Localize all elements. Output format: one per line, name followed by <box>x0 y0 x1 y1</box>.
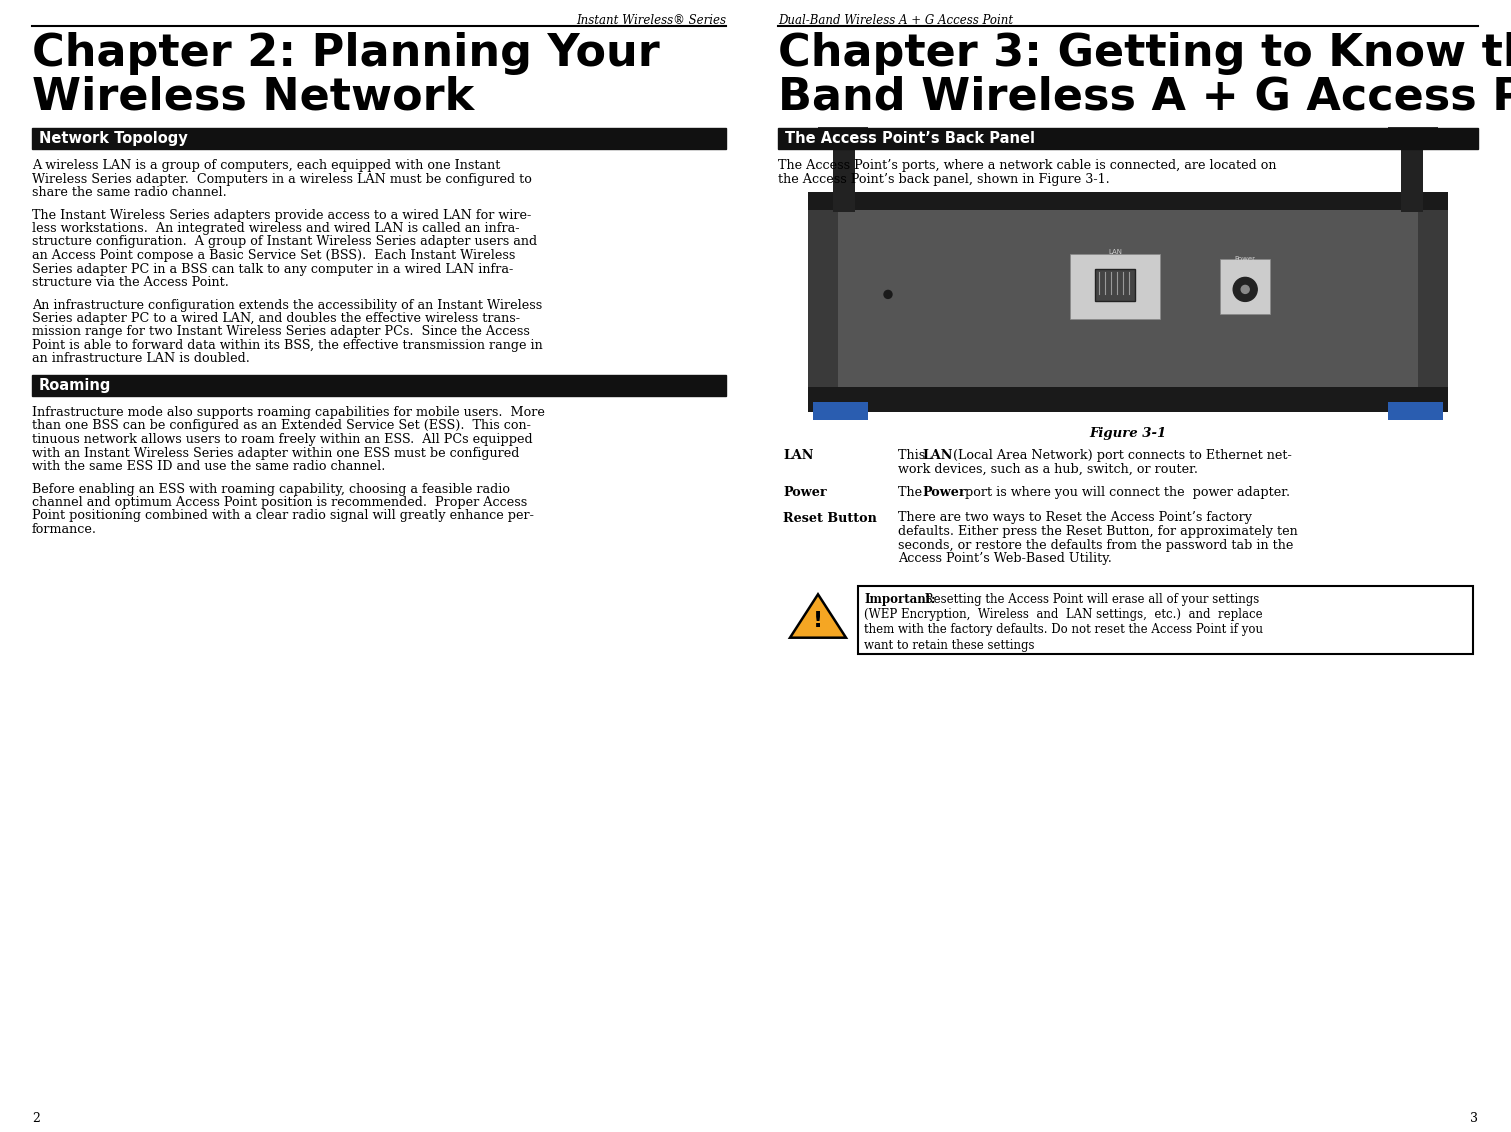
Bar <box>839 207 1417 397</box>
Bar <box>778 128 1478 149</box>
Text: structure via the Access Point.: structure via the Access Point. <box>32 276 228 289</box>
Text: Chapter 3: Getting to Know the Dual-: Chapter 3: Getting to Know the Dual- <box>778 32 1511 75</box>
Text: Important:: Important: <box>864 592 935 606</box>
Text: (Local Area Network) port connects to Ethernet net-: (Local Area Network) port connects to Et… <box>949 449 1292 462</box>
Bar <box>858 585 1473 653</box>
Text: seconds, or restore the defaults from the password tab in the: seconds, or restore the defaults from th… <box>898 539 1293 551</box>
Text: tinuous network allows users to roam freely within an ESS.  All PCs equipped: tinuous network allows users to roam fre… <box>32 434 532 446</box>
Bar <box>1095 269 1135 301</box>
Bar <box>833 132 855 212</box>
Text: an Access Point compose a Basic Service Set (BSS).  Each Instant Wireless: an Access Point compose a Basic Service … <box>32 249 515 261</box>
Text: them with the factory defaults. Do not reset the Access Point if you: them with the factory defaults. Do not r… <box>864 624 1263 636</box>
Text: Power: Power <box>1234 257 1256 263</box>
Bar <box>1221 259 1271 315</box>
Bar <box>32 375 725 396</box>
Text: than one BSS can be configured as an Extended Service Set (ESS).  This con-: than one BSS can be configured as an Ext… <box>32 420 530 432</box>
Text: Point is able to forward data within its BSS, the effective transmission range i: Point is able to forward data within its… <box>32 338 542 352</box>
Text: work devices, such as a hub, switch, or router.: work devices, such as a hub, switch, or … <box>898 463 1198 475</box>
Text: The Access Point’s ports, where a network cable is connected, are located on: The Access Point’s ports, where a networ… <box>778 158 1277 172</box>
Bar <box>808 192 1448 211</box>
Circle shape <box>1241 285 1250 293</box>
Bar <box>808 387 1448 412</box>
Bar <box>1389 127 1438 142</box>
Text: LAN: LAN <box>922 449 952 462</box>
Text: Power: Power <box>922 486 966 499</box>
Text: Before enabling an ESS with roaming capability, choosing a feasible radio: Before enabling an ESS with roaming capa… <box>32 482 511 496</box>
Text: 2: 2 <box>32 1112 39 1125</box>
Text: Wireless Series adapter.  Computers in a wireless LAN must be configured to: Wireless Series adapter. Computers in a … <box>32 172 532 186</box>
Text: want to retain these settings: want to retain these settings <box>864 638 1035 652</box>
Text: mission range for two Instant Wireless Series adapter PCs.  Since the Access: mission range for two Instant Wireless S… <box>32 326 530 338</box>
Text: Series adapter PC to a wired LAN, and doubles the effective wireless trans-: Series adapter PC to a wired LAN, and do… <box>32 312 520 325</box>
Text: Roaming: Roaming <box>39 378 112 393</box>
Text: Wireless Network: Wireless Network <box>32 75 474 118</box>
Text: Resetting the Access Point will erase all of your settings: Resetting the Access Point will erase al… <box>922 592 1259 606</box>
Text: This: This <box>898 449 929 462</box>
Text: Infrastructure mode also supports roaming capabilities for mobile users.  More: Infrastructure mode also supports roamin… <box>32 406 545 419</box>
Text: an infrastructure LAN is doubled.: an infrastructure LAN is doubled. <box>32 352 249 366</box>
Text: with an Instant Wireless Series adapter within one ESS must be configured: with an Instant Wireless Series adapter … <box>32 446 520 460</box>
Text: Dual-Band Wireless A + G Access Point: Dual-Band Wireless A + G Access Point <box>778 14 1012 27</box>
Text: with the same ESS ID and use the same radio channel.: with the same ESS ID and use the same ra… <box>32 460 385 473</box>
Text: the Access Point’s back panel, shown in Figure 3-1.: the Access Point’s back panel, shown in … <box>778 172 1109 186</box>
Text: port is where you will connect the  power adapter.: port is where you will connect the power… <box>961 486 1290 499</box>
Text: (WEP Encryption,  Wireless  and  LAN settings,  etc.)  and  replace: (WEP Encryption, Wireless and LAN settin… <box>864 608 1263 621</box>
Circle shape <box>884 291 891 299</box>
Text: The: The <box>898 486 926 499</box>
Bar <box>808 192 1448 412</box>
Text: formance.: formance. <box>32 523 97 535</box>
Text: A wireless LAN is a group of computers, each equipped with one Instant: A wireless LAN is a group of computers, … <box>32 158 500 172</box>
Text: There are two ways to Reset the Access Point’s factory: There are two ways to Reset the Access P… <box>898 512 1253 524</box>
Bar <box>32 128 725 149</box>
Text: The Instant Wireless Series adapters provide access to a wired LAN for wire-: The Instant Wireless Series adapters pro… <box>32 208 532 222</box>
Text: Access Point’s Web-Based Utility.: Access Point’s Web-Based Utility. <box>898 552 1112 565</box>
Text: channel and optimum Access Point position is recommended.  Proper Access: channel and optimum Access Point positio… <box>32 496 527 509</box>
Text: !: ! <box>813 611 823 631</box>
Text: share the same radio channel.: share the same radio channel. <box>32 186 227 199</box>
Text: LAN: LAN <box>783 449 813 462</box>
Circle shape <box>1233 277 1257 301</box>
Text: LAN: LAN <box>1108 249 1123 256</box>
Polygon shape <box>790 594 846 637</box>
Bar <box>1070 255 1160 319</box>
Text: Point positioning combined with a clear radio signal will greatly enhance per-: Point positioning combined with a clear … <box>32 509 533 523</box>
Text: An infrastructure configuration extends the accessibility of an Instant Wireless: An infrastructure configuration extends … <box>32 299 542 311</box>
Text: Band Wireless A + G Access Point: Band Wireless A + G Access Point <box>778 75 1511 118</box>
Text: Power: Power <box>783 486 827 499</box>
Bar <box>1401 132 1423 212</box>
Text: The Access Point’s Back Panel: The Access Point’s Back Panel <box>786 131 1035 146</box>
Text: Figure 3-1: Figure 3-1 <box>1089 427 1166 440</box>
Text: Instant Wireless® Series: Instant Wireless® Series <box>576 14 725 27</box>
Text: Chapter 2: Planning Your: Chapter 2: Planning Your <box>32 32 660 75</box>
Bar <box>817 127 867 142</box>
Text: Reset Button: Reset Button <box>783 512 876 524</box>
Text: Series adapter PC in a BSS can talk to any computer in a wired LAN infra-: Series adapter PC in a BSS can talk to a… <box>32 263 514 275</box>
Text: defaults. Either press the Reset Button, for approximately ten: defaults. Either press the Reset Button,… <box>898 525 1298 538</box>
Bar <box>1389 402 1443 420</box>
Text: less workstations.  An integrated wireless and wired LAN is called an infra-: less workstations. An integrated wireles… <box>32 222 520 235</box>
Bar <box>813 402 867 420</box>
Text: structure configuration.  A group of Instant Wireless Series adapter users and: structure configuration. A group of Inst… <box>32 235 536 249</box>
Text: Network Topology: Network Topology <box>39 131 187 146</box>
Text: 3: 3 <box>1470 1112 1478 1125</box>
